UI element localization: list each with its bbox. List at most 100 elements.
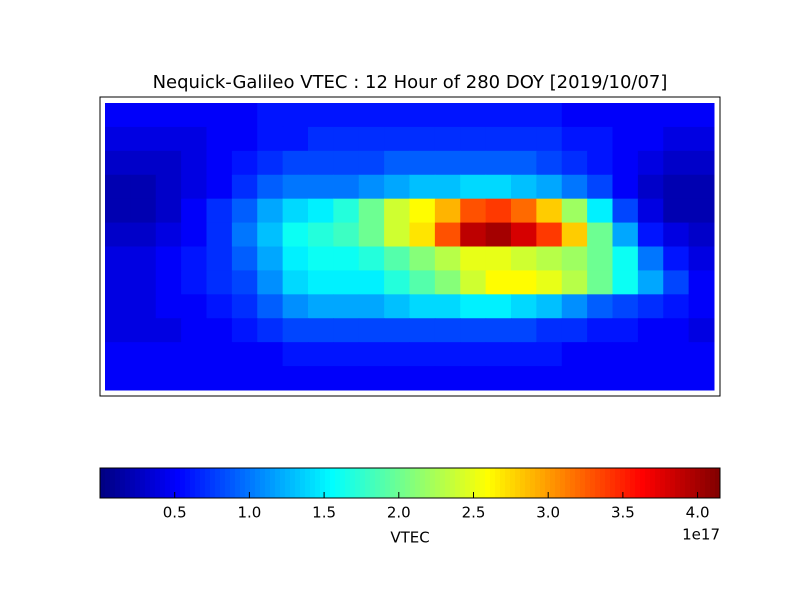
vtec-cell [612,198,639,224]
vtec-cell [130,366,157,391]
colorbar-swatch [715,468,721,498]
colorbar-swatch [140,468,146,498]
vtec-cell [511,366,537,391]
colorbar-swatch [510,468,516,498]
vtec-cell [612,318,639,343]
vtec-cell [333,246,360,271]
vtec-cell [105,342,131,367]
vtec-cell [257,174,284,200]
vtec-cell [257,222,284,247]
vtec-cell [384,103,410,128]
vtec-cell [485,150,512,176]
vtec-cell [688,342,715,367]
vtec-cell [561,270,588,295]
vtec-cell [460,270,487,295]
vtec-cell [536,294,563,319]
vtec-cell [358,246,385,271]
colorbar-swatch [630,468,636,498]
colorbar-tick-label: 1.5 [312,504,336,522]
colorbar-swatch [580,468,586,498]
vtec-cell [561,318,588,343]
colorbar-swatch [535,468,541,498]
vtec-cell [663,246,690,271]
colorbar-swatch [325,468,331,498]
vtec-cell [308,318,334,343]
colorbar-tick-label: 2.5 [462,504,486,522]
colorbar-swatch [660,468,666,498]
vtec-cell [206,366,233,391]
colorbar-swatch [530,468,536,498]
colorbar-tick-label: 1.0 [237,504,261,522]
vtec-cell [434,342,461,367]
vtec-cell [206,198,233,224]
vtec-cell [282,246,309,271]
vtec-cell [257,366,284,391]
vtec-cell [409,103,436,128]
vtec-cell [308,294,334,319]
map [105,103,715,391]
vtec-cell [181,198,207,224]
colorbar-swatch [480,468,486,498]
colorbar-swatch [570,468,576,498]
colorbar-swatch [295,468,301,498]
colorbar-swatch [555,468,561,498]
vtec-cell [485,318,512,343]
vtec-cell [511,126,537,152]
colorbar-swatch [505,468,511,498]
colorbar-swatch [695,468,701,498]
colorbar-swatch [220,468,226,498]
colorbar-swatch [540,468,546,498]
colorbar-swatch [260,468,266,498]
vtec-cell [155,366,182,391]
vtec-cell [257,294,284,319]
colorbar-swatch [470,468,476,498]
vtec-cell [460,198,487,224]
vtec-cell [105,126,131,152]
vtec-cell [155,150,182,176]
colorbar-tick-label: 3.0 [536,504,560,522]
vtec-cell [257,246,284,271]
colorbar-swatch [565,468,571,498]
vtec-cell [358,342,385,367]
vtec-cell [231,222,258,247]
vtec-cell [485,222,512,247]
colorbar-frame [99,467,721,499]
vtec-cell [587,318,613,343]
vtec-cell [637,294,664,319]
vtec-cell [688,318,715,343]
vtec-cell [130,318,157,343]
colorbar-swatch [475,468,481,498]
vtec-cell [409,198,436,224]
vtec-cell [485,342,512,367]
vtec-cell [688,174,715,200]
vtec-cell [612,126,639,152]
colorbar-swatch [380,468,386,498]
colorbar-swatch [180,468,186,498]
vtec-cell [155,126,182,152]
vtec-cell [434,294,461,319]
colorbar-swatch [285,468,291,498]
vtec-cell [384,270,410,295]
colorbar-swatch [185,468,191,498]
colorbar-swatch [450,468,456,498]
vtec-cell [282,222,309,247]
vtec-cell [206,246,233,271]
vtec-cell [536,222,563,247]
vtec-cell [536,342,563,367]
colorbar-swatch [305,468,311,498]
vtec-cell [358,318,385,343]
vtec-cell [358,198,385,224]
vtec-cell [587,198,613,224]
vtec-cell [282,366,309,391]
colorbar-swatch [500,468,506,498]
colorbar-swatch [145,468,151,498]
vtec-cell [333,198,360,224]
vtec-cell [181,366,207,391]
colorbar-swatch [435,468,441,498]
colorbar-swatch [665,468,671,498]
vtec-cell [282,174,309,200]
vtec-cell [130,222,157,247]
colorbar-swatch [605,468,611,498]
colorbar-swatch [445,468,451,498]
colorbar-swatch [230,468,236,498]
